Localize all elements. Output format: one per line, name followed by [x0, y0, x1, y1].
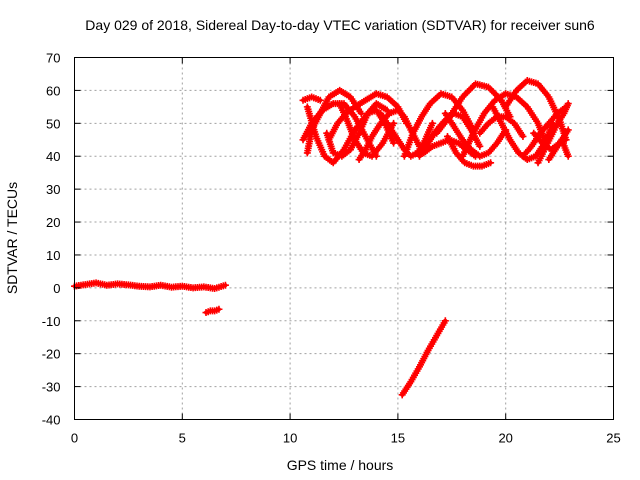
- data-point: [357, 109, 365, 117]
- y-tick-label: 70: [46, 51, 60, 66]
- y-tick-label: 0: [53, 281, 60, 296]
- series-trace: [71, 279, 229, 293]
- x-tick-label: 0: [71, 431, 78, 446]
- y-tick-label: 10: [46, 248, 60, 263]
- y-tick-label: -10: [42, 314, 61, 329]
- y-tick-label: 40: [46, 149, 60, 164]
- y-tick-label: 50: [46, 116, 60, 131]
- plot-frame: [74, 57, 614, 420]
- x-tick-label: 5: [179, 431, 186, 446]
- data-point: [564, 126, 572, 134]
- y-tick-label: -20: [42, 347, 61, 362]
- y-tick-label: 20: [46, 215, 60, 230]
- data-point: [221, 281, 229, 289]
- data-point: [564, 100, 572, 108]
- data-point: [519, 132, 527, 140]
- data-point: [390, 139, 398, 147]
- data-point: [316, 96, 324, 104]
- data-point: [564, 152, 572, 160]
- data-point: [428, 119, 436, 127]
- y-tick-label: 30: [46, 182, 60, 197]
- x-tick-label: 25: [606, 431, 620, 446]
- data-point: [476, 142, 484, 150]
- chart-title: Day 029 of 2018, Sidereal Day-to-day VTE…: [85, 17, 595, 33]
- data-point: [215, 305, 223, 313]
- x-tick-label: 15: [391, 431, 405, 446]
- series-trace: [398, 317, 449, 399]
- x-axis-label: GPS time / hours: [287, 457, 394, 473]
- series-trace: [534, 100, 572, 167]
- x-tick-label: 20: [498, 431, 512, 446]
- series-trace: [202, 305, 223, 317]
- series-trace: [459, 90, 549, 160]
- x-tick-label: 10: [283, 431, 297, 446]
- data-series: [71, 77, 572, 399]
- data-point: [487, 159, 495, 167]
- y-tick-label: -30: [42, 380, 61, 395]
- y-tick-label: -40: [42, 413, 61, 428]
- axis-ticks: -40 -30 -20 -10 0 10 20 30 40 50 60 70 0 5 10 15 20 25: [42, 51, 621, 446]
- y-tick-label: 60: [46, 83, 60, 98]
- series-trace: [299, 93, 324, 104]
- series-trace: [443, 132, 495, 170]
- series-trace: [545, 136, 572, 164]
- series-trace: [433, 80, 514, 137]
- data-point: [441, 317, 449, 325]
- y-axis-label: SDTVAR / TECUs: [4, 182, 20, 294]
- data-point: [390, 119, 398, 127]
